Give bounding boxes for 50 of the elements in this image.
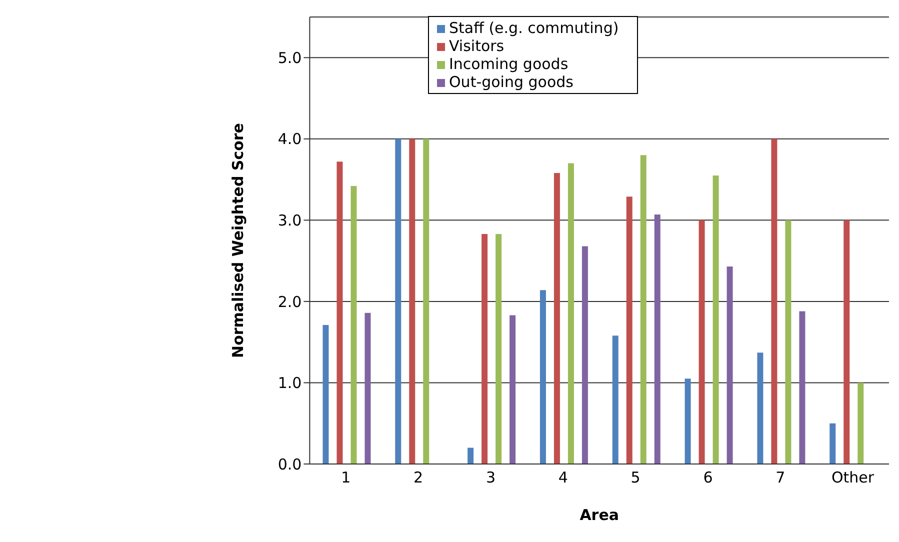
x-tick-label: 1 xyxy=(341,468,351,487)
bar xyxy=(858,382,864,464)
x-tick-label: 7 xyxy=(776,468,786,487)
bar xyxy=(771,138,778,464)
y-tick-label: 5.0 xyxy=(278,48,302,67)
y-tick-label: 4.0 xyxy=(278,130,302,148)
bar xyxy=(830,423,836,464)
bar xyxy=(496,234,502,464)
bar xyxy=(712,175,719,464)
bar xyxy=(582,246,588,464)
bar xyxy=(698,220,705,464)
x-tick-label: Other xyxy=(831,468,875,487)
bar xyxy=(510,315,516,464)
bar xyxy=(364,312,371,464)
bar xyxy=(350,186,357,464)
legend-label: Incoming goods xyxy=(449,55,568,73)
bar xyxy=(757,352,764,464)
y-tick-label: 0.0 xyxy=(278,455,302,474)
x-tick-label: 3 xyxy=(486,468,496,487)
bar xyxy=(654,214,660,464)
bar xyxy=(785,220,792,464)
bar xyxy=(799,311,806,464)
bar xyxy=(336,162,343,464)
legend-label: Visitors xyxy=(449,37,504,55)
bar xyxy=(626,196,632,464)
y-tick-label: 3.0 xyxy=(278,212,302,230)
bar xyxy=(395,138,402,464)
x-tick-label: 5 xyxy=(630,468,640,487)
bar xyxy=(322,325,329,464)
legend-label: Out-going goods xyxy=(449,73,574,91)
bar xyxy=(468,448,474,464)
bar xyxy=(726,266,733,464)
bar xyxy=(684,378,691,464)
bar xyxy=(482,234,488,464)
bar xyxy=(568,163,574,464)
y-axis-title: Normalised Weighted Score xyxy=(229,123,248,358)
x-tick-label: 2 xyxy=(414,468,424,487)
legend-label: Staff (e.g. commuting) xyxy=(449,19,619,37)
bar xyxy=(554,173,560,464)
bar xyxy=(540,290,546,464)
x-axis-title: Area xyxy=(580,506,619,524)
y-tick-label: 1.0 xyxy=(278,374,302,392)
bar xyxy=(844,220,850,464)
x-tick-label: 4 xyxy=(558,468,568,487)
bar xyxy=(423,138,430,464)
x-tick-label: 6 xyxy=(703,468,713,487)
y-tick-label: 2.0 xyxy=(278,292,302,311)
bar xyxy=(640,155,646,464)
bar xyxy=(409,138,416,464)
bar xyxy=(612,336,618,464)
